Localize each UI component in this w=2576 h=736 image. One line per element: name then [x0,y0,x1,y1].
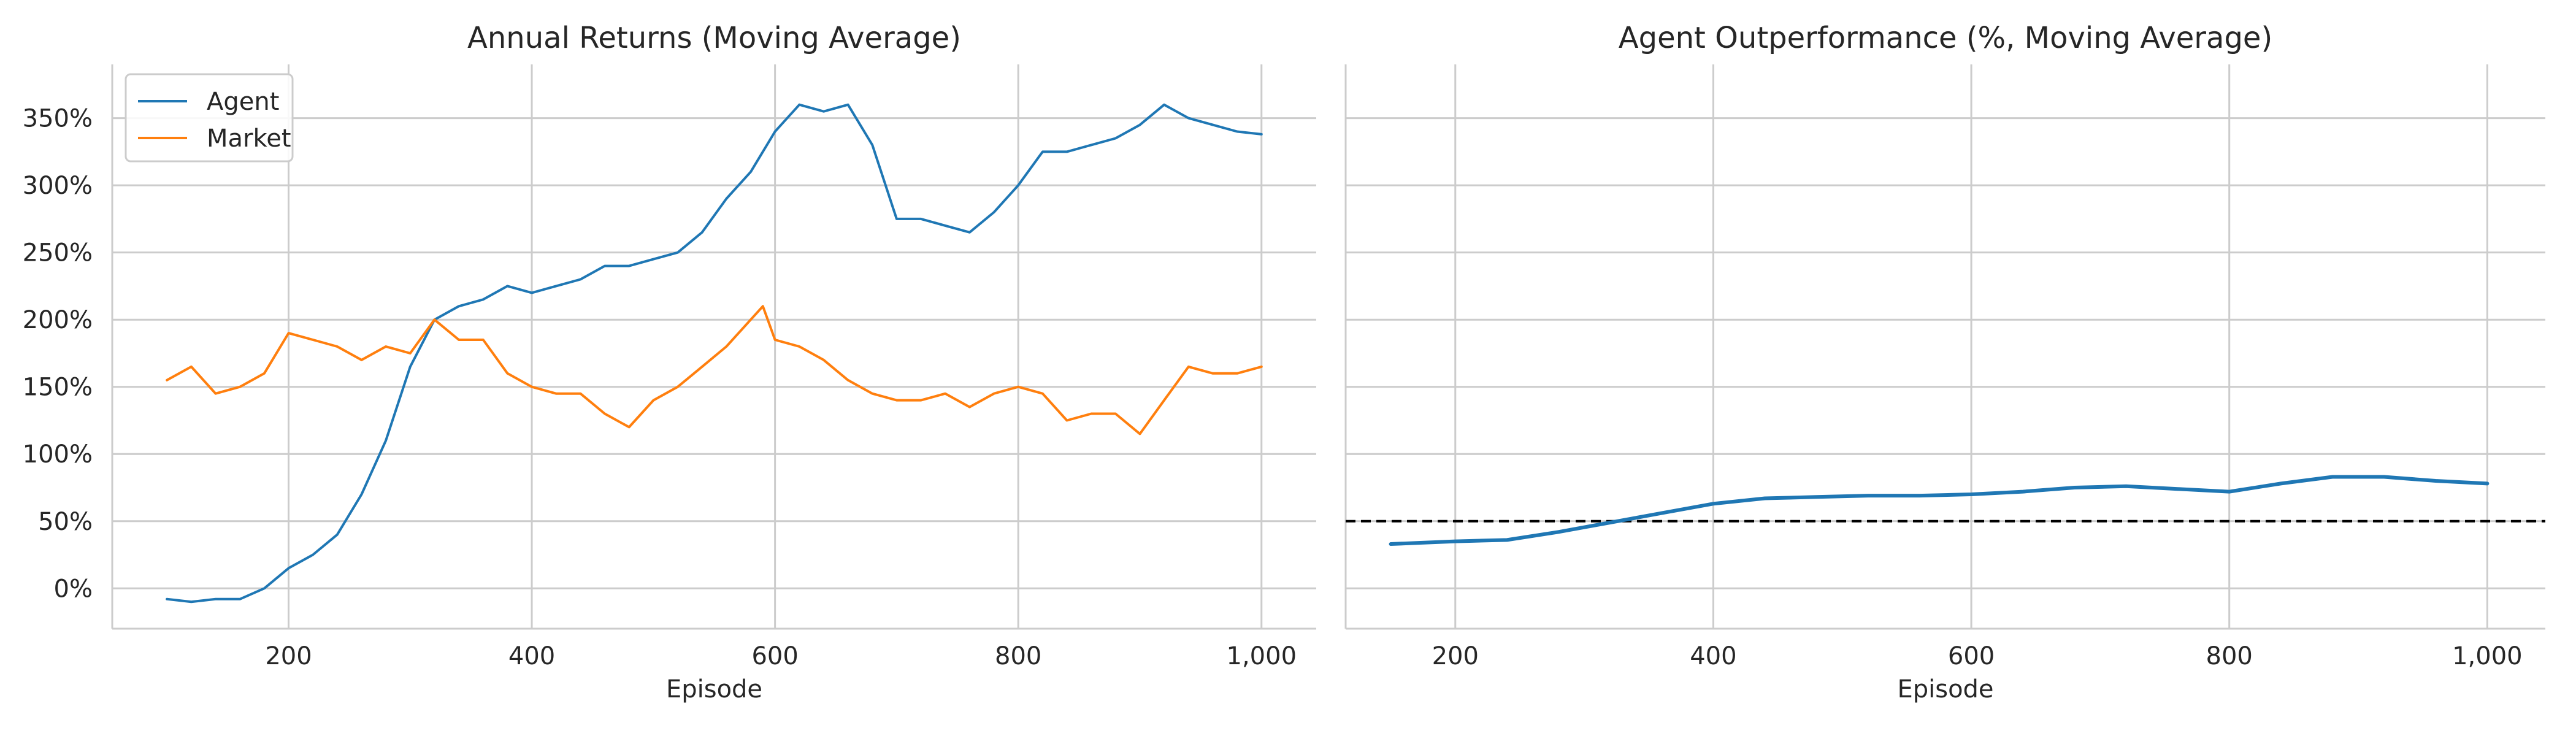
x-tick-label: 400 [1690,642,1736,670]
y-tick-label: 0% [54,575,93,603]
y-tick-label: 300% [23,172,93,200]
legend-label: Agent [207,88,279,116]
y-tick-label: 100% [23,440,93,469]
legend-label: Market [207,125,291,153]
y-tick-label: 50% [38,508,93,536]
x-tick-label: 800 [995,642,1041,670]
chart-panel-2: 200 400 600 800 1,000 Agent Outperformance (%… [1344,21,2545,703]
x-tick-label: 200 [1432,642,1479,670]
x-tick-label: 400 [508,642,555,670]
x-tick-label: 200 [265,642,312,670]
legend: Agent Market [125,73,294,163]
series-line-agent [166,103,1263,604]
series-line-outperformance [1389,475,2490,546]
series-line-market [166,305,1263,435]
x-tick-label: 600 [1948,642,1995,670]
legend-frame [125,73,294,163]
x-axis-label: Episode [1897,675,1993,703]
chart-panel-1: 200 400 600 800 1,000 0% 50% 100% 150% 200% 250% 30… [23,21,1316,703]
x-tick-label: 600 [751,642,798,670]
chart-title: Annual Returns (Moving Average) [467,21,961,55]
x-tick-label: 1,000 [2452,642,2523,670]
y-tick-label: 350% [23,105,93,133]
chart-title: Agent Outperformance (%, Moving Average) [1619,21,2272,55]
y-tick-label: 200% [23,306,93,334]
y-tick-label: 250% [23,239,93,267]
x-axis-label: Episode [666,675,762,703]
y-tick-label: 150% [23,374,93,402]
x-tick-label: 800 [2206,642,2253,670]
x-tick-label: 1,000 [1227,642,1297,670]
